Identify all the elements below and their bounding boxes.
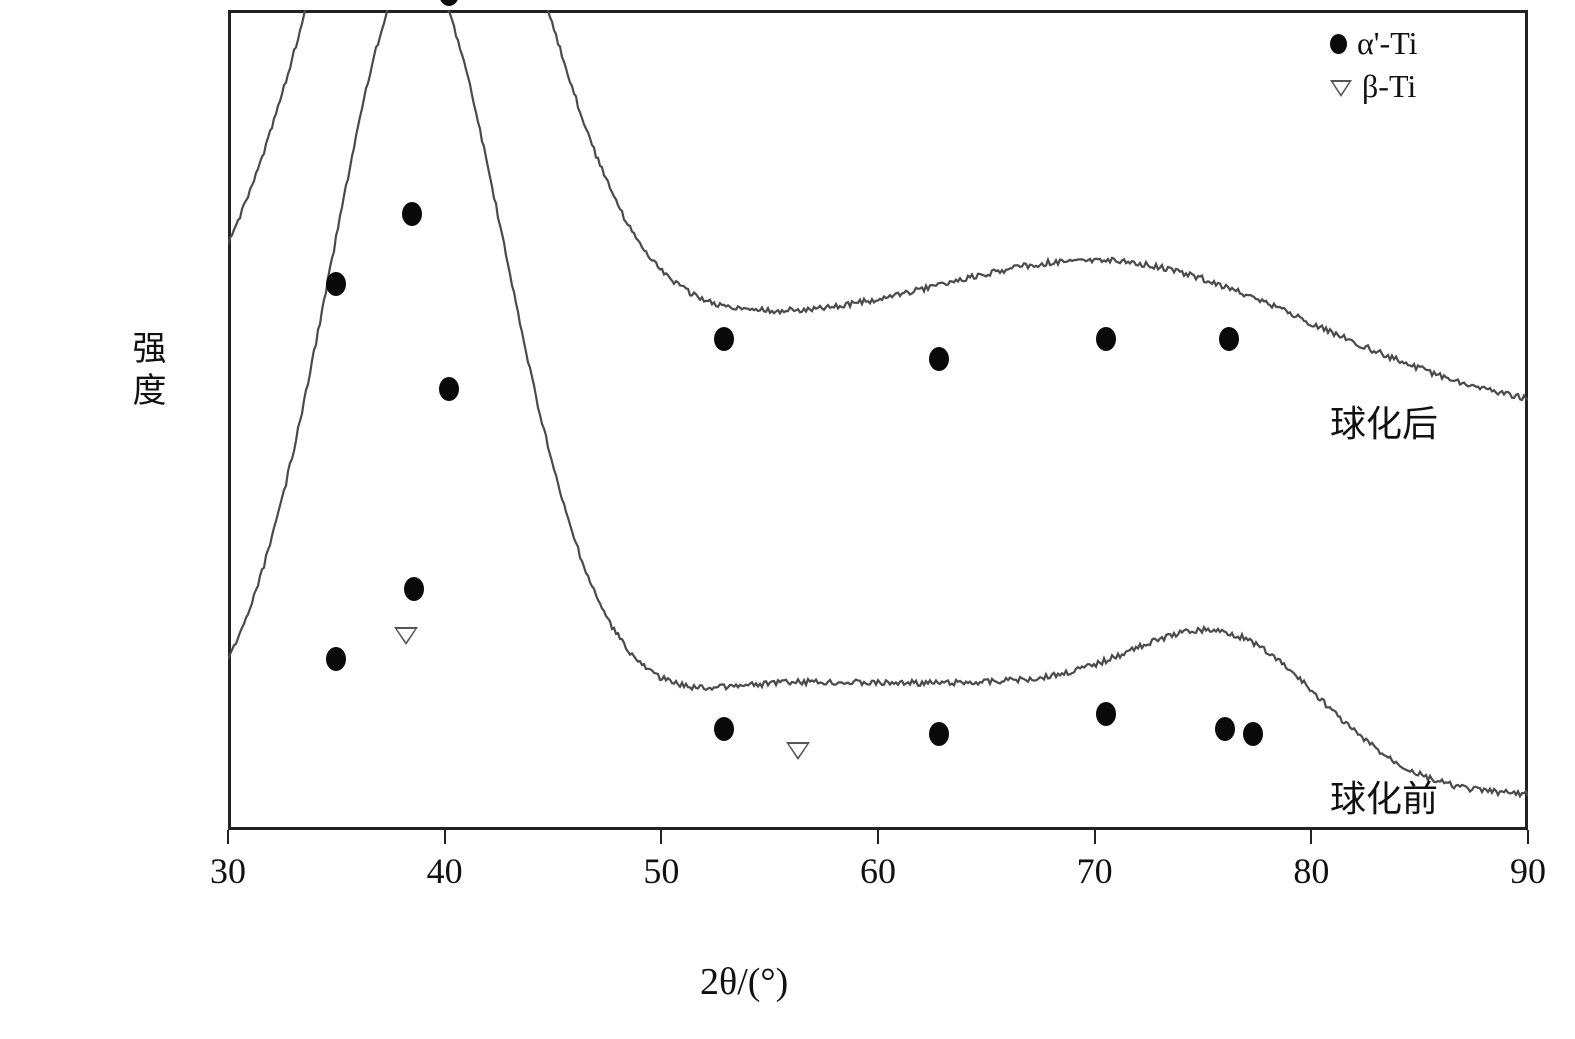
alpha-ti-peak-marker-after_spheroidization-3	[714, 327, 734, 351]
x-tick-label-40: 40	[415, 850, 475, 892]
beta-ti-peak-marker-before_spheroidization-1	[394, 627, 418, 645]
x-tick-label-60: 60	[848, 850, 908, 892]
xrd-chart-root: 强度 2θ/(°) α'-Ti β-Ti 球化后 球化前 30 40 50 60 70 8…	[0, 0, 1575, 1039]
alpha-ti-peak-marker-before_spheroidization-2	[404, 577, 424, 601]
x-tick-50	[660, 830, 662, 844]
x-tick-label-90: 90	[1498, 850, 1558, 892]
y-axis-label: 强度	[130, 330, 170, 414]
alpha-ti-peak-marker-before_spheroidization-4	[714, 717, 734, 741]
x-tick-90	[1527, 830, 1529, 844]
beta-ti-peak-marker-before_spheroidization-5	[786, 742, 810, 760]
alpha-ti-peak-marker-before_spheroidization-3	[439, 377, 459, 401]
x-axis-title: 2θ/(°)	[700, 960, 788, 1004]
alpha-ti-peak-marker-after_spheroidization-4	[929, 347, 949, 371]
x-tick-40	[444, 830, 446, 844]
legend-item-beta-ti: β-Ti	[1330, 68, 1418, 105]
x-tick-80	[1310, 830, 1312, 844]
legend-item-alpha-ti: α'-Ti	[1330, 25, 1418, 62]
alpha-ti-peak-marker-before_spheroidization-0	[326, 647, 346, 671]
x-tick-label-70: 70	[1065, 850, 1125, 892]
x-tick-label-30: 30	[198, 850, 258, 892]
alpha-ti-peak-marker-after_spheroidization-5	[1096, 327, 1116, 351]
legend-label-alpha-ti: α'-Ti	[1357, 25, 1418, 62]
x-tick-label-50: 50	[631, 850, 691, 892]
x-tick-label-80: 80	[1281, 850, 1341, 892]
alpha-ti-peak-marker-before_spheroidization-7	[1096, 702, 1116, 726]
alpha-ti-peak-marker-after_spheroidization-6	[1219, 327, 1239, 351]
x-tick-70	[1094, 830, 1096, 844]
legend-label-beta-ti: β-Ti	[1362, 68, 1416, 105]
series-label-before: 球化前	[1330, 770, 1438, 822]
beta-ti-marker-icon	[1330, 68, 1352, 105]
alpha-ti-peak-marker-before_spheroidization-9	[1243, 722, 1263, 746]
x-tick-60	[877, 830, 879, 844]
alpha-ti-peak-marker-after_spheroidization-2	[439, 0, 459, 6]
alpha-ti-peak-marker-after_spheroidization-0	[326, 272, 346, 296]
alpha-ti-peak-marker-before_spheroidization-6	[929, 722, 949, 746]
chart-legend: α'-Ti β-Ti	[1330, 25, 1418, 111]
alpha-ti-peak-marker-after_spheroidization-1	[402, 202, 422, 226]
alpha-ti-peak-marker-before_spheroidization-8	[1215, 717, 1235, 741]
series-label-after: 球化后	[1330, 395, 1438, 447]
alpha-ti-marker-icon	[1330, 25, 1347, 62]
x-tick-30	[227, 830, 229, 844]
